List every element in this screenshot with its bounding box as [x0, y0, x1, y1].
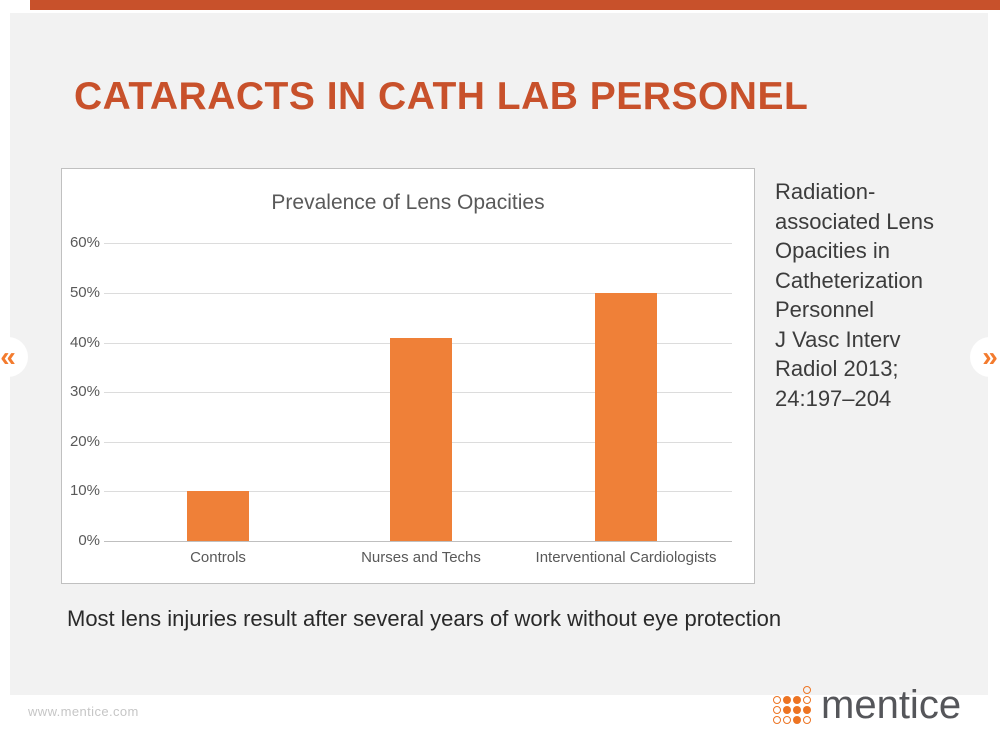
logo-dot [793, 695, 801, 704]
y-tick-label: 50% [69, 284, 100, 301]
gridline [104, 541, 732, 542]
chart-panel: Prevalence of Lens Opacities 0% 10% 20% 30%… [61, 168, 755, 584]
y-tick-label: 30% [69, 383, 100, 400]
bar-2 [595, 293, 657, 541]
logo-dot [773, 705, 781, 714]
top-accent-bar [30, 0, 1000, 10]
logo-dot [773, 695, 781, 704]
logo-dot [803, 695, 811, 704]
y-tick-label: 40% [69, 334, 100, 351]
gridline [104, 243, 732, 244]
x-category-label: Controls [190, 549, 246, 566]
logo-dot [803, 715, 811, 724]
logo-dot [793, 715, 801, 724]
y-tick-label: 20% [69, 433, 100, 450]
citation-text: Radiation- associated Lens Opacities in … [775, 179, 934, 411]
slide: CATARACTS IN CATH LAB PERSONEL Prevalenc… [10, 13, 988, 695]
logo-dot [783, 695, 791, 704]
y-tick-label: 0% [78, 532, 100, 549]
slide-title: CATARACTS IN CATH LAB PERSONEL [74, 75, 809, 118]
mentice-logo: mentice [773, 683, 961, 728]
logo-dot [773, 715, 781, 724]
chart-title: Prevalence of Lens Opacities [271, 191, 545, 214]
bar-1 [390, 338, 452, 541]
chevron-right-icon: » [982, 341, 998, 372]
note-text: Most lens injuries result after several … [67, 606, 782, 631]
logo-dot [783, 705, 791, 714]
x-category-label: Interventional Cardiologists [535, 549, 717, 566]
logo-dot [803, 705, 811, 714]
logo-dot [803, 685, 811, 694]
bar-0 [187, 491, 249, 541]
website-url: www.mentice.com [28, 704, 139, 719]
bar-chart: 0% 10% 20% 30% 40% 50% 60% Controls Nurses and T… [62, 169, 754, 583]
chevron-left-icon: « [0, 341, 16, 372]
logo-wordmark: mentice [821, 683, 962, 727]
y-tick-label: 60% [69, 234, 100, 251]
x-category-label: Nurses and Techs [361, 549, 481, 566]
logo-dot [783, 715, 791, 724]
mentice-dots-icon [773, 684, 813, 728]
gridline [104, 293, 732, 294]
next-slide-button[interactable]: » [970, 337, 1000, 377]
logo-dot [793, 705, 801, 714]
y-tick-label: 10% [69, 482, 100, 499]
